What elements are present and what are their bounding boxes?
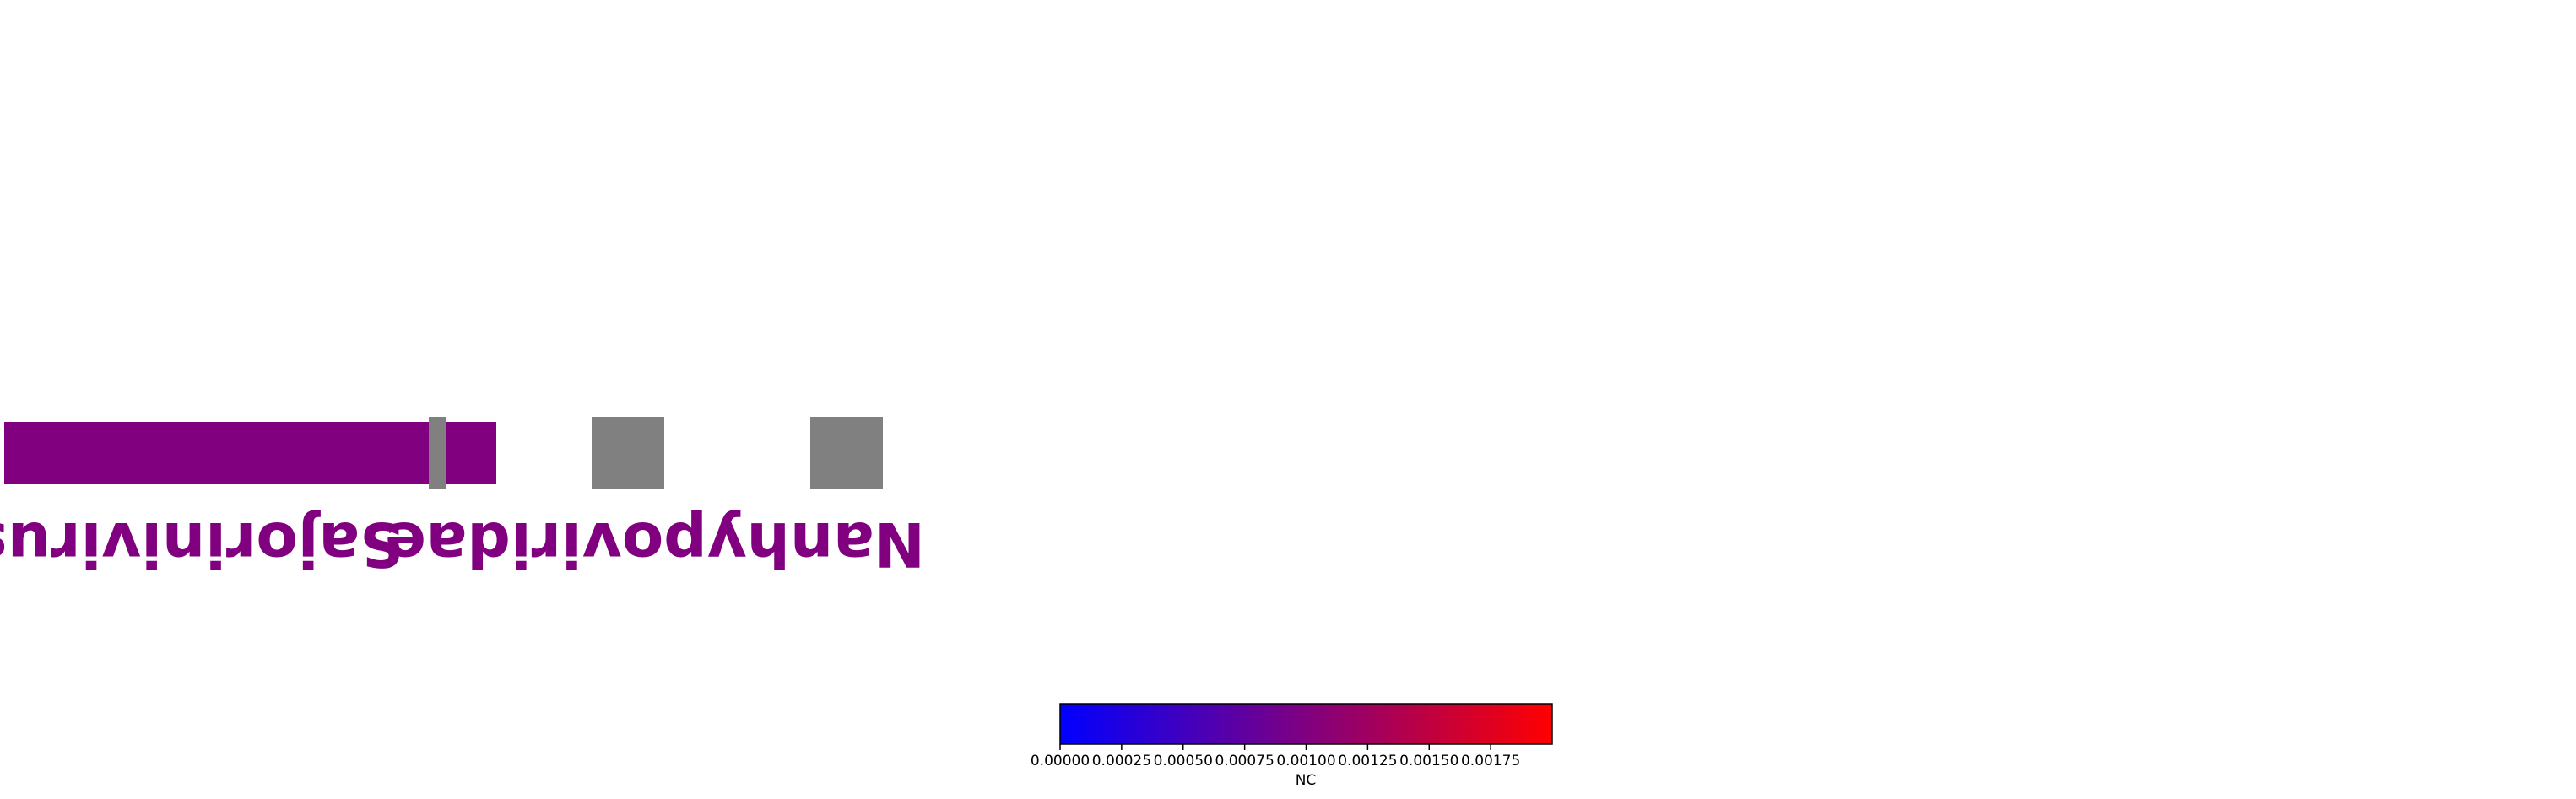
colorbar-tick-label: 0.00100 bbox=[1276, 753, 1335, 769]
colorbar-label: NC bbox=[1296, 772, 1317, 789]
colorbar-tick-label: 0.00050 bbox=[1154, 753, 1213, 769]
taxon-label-nanhypoviridae: Nanhypoviridae bbox=[385, 509, 925, 580]
colorbar-ticks: 0.00000 0.00025 0.00050 0.00075 0.00100 0.001… bbox=[1031, 744, 1520, 769]
colorbar-tick-label: 0.00175 bbox=[1461, 753, 1520, 769]
taxon-cell-nanhypoviridae-2 bbox=[810, 417, 883, 489]
taxon-marker-sajorinivirus bbox=[429, 417, 446, 489]
colorbar-tick-label: 0.00025 bbox=[1092, 753, 1151, 769]
taxon-label-sajorinivirus: Sajorinivirus bbox=[0, 509, 403, 580]
colorbar-tick-label: 0.00125 bbox=[1338, 753, 1397, 769]
taxon-bar-sajorinivirus bbox=[4, 422, 496, 484]
colorbar-tick-label: 0.00150 bbox=[1399, 753, 1458, 769]
colorbar-tick-label: 0.00000 bbox=[1031, 753, 1090, 769]
colorbar-gradient bbox=[1059, 703, 1553, 745]
colorbar-tick-label: 0.00075 bbox=[1215, 753, 1274, 769]
heatmap-area: Sajorinivirus Nanhypoviridae bbox=[0, 417, 925, 580]
colorbar: 0.00000 0.00025 0.00050 0.00075 0.00100 0.001… bbox=[1031, 703, 1553, 789]
taxon-cell-nanhypoviridae-1 bbox=[592, 417, 664, 489]
